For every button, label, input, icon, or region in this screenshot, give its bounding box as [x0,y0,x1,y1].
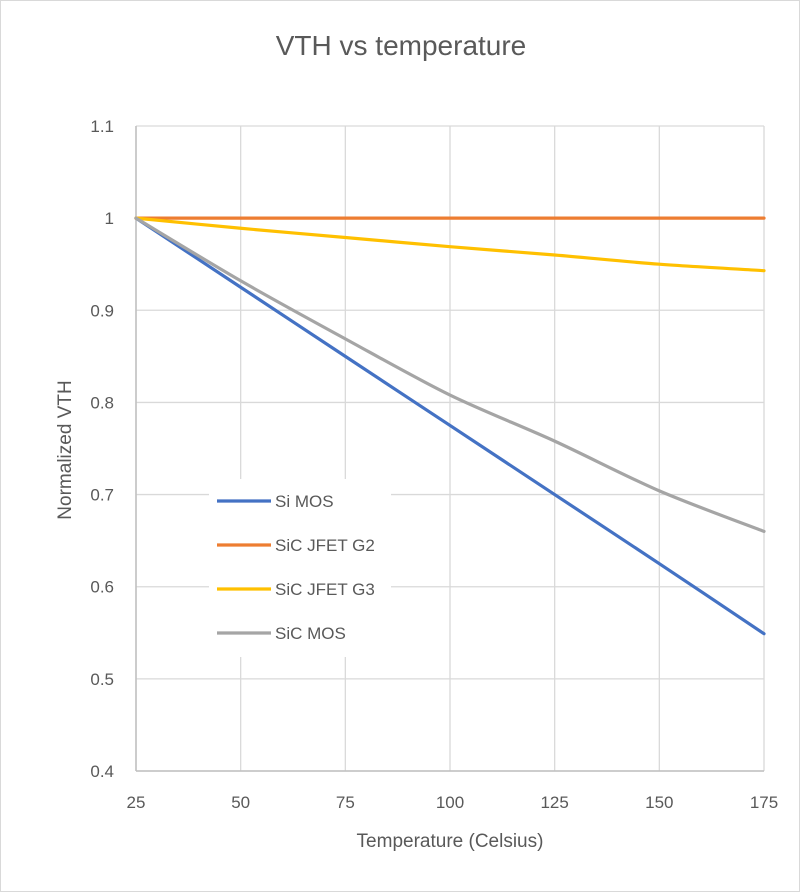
y-axis-title: Normalized VTH [55,380,76,519]
y-tick-label: 0.7 [90,486,114,505]
legend-label: SiC MOS [275,624,346,643]
legend-item: SiC MOS [217,624,346,643]
y-tick-label: 0.5 [90,670,114,689]
y-tick-label: 1.1 [90,117,114,136]
series-lines [134,216,766,636]
legend-label: SiC JFET G2 [275,536,375,555]
y-tick-label: 0.6 [90,578,114,597]
series-line-sic-mos [134,216,766,534]
series-line-si-mos [134,216,766,636]
x-tick-label: 125 [540,793,568,812]
x-tick-label: 75 [336,793,355,812]
legend-item: SiC JFET G3 [217,580,375,599]
chart-title: VTH vs temperature [276,30,527,61]
x-axis-title: Temperature (Celsius) [357,831,544,852]
legend-item: Si MOS [217,492,334,511]
gridlines [135,125,765,772]
x-tick-label: 175 [750,793,778,812]
y-tick-label: 0.8 [90,393,114,412]
y-tick-label: 0.9 [90,301,114,320]
series-line-sic-jfet-g3 [134,216,766,273]
axes [135,126,764,772]
legend-label: SiC JFET G3 [275,580,375,599]
y-tick-label: 1 [105,209,114,228]
tick-labels: 0.4 0.5 0.6 0.7 0.8 0.9 1 1.1 25 50 75 100 125 150 175 [90,117,778,812]
legend-label: Si MOS [275,492,334,511]
x-tick-label: 150 [645,793,673,812]
y-tick-label: 0.4 [90,762,114,781]
legend-item: SiC JFET G2 [217,536,375,555]
x-tick-label: 25 [127,793,146,812]
x-tick-label: 50 [231,793,250,812]
legend-background [209,479,391,657]
legend: Si MOS SiC JFET G2 SiC JFET G3 SiC MOS [209,479,391,657]
x-tick-label: 100 [436,793,464,812]
